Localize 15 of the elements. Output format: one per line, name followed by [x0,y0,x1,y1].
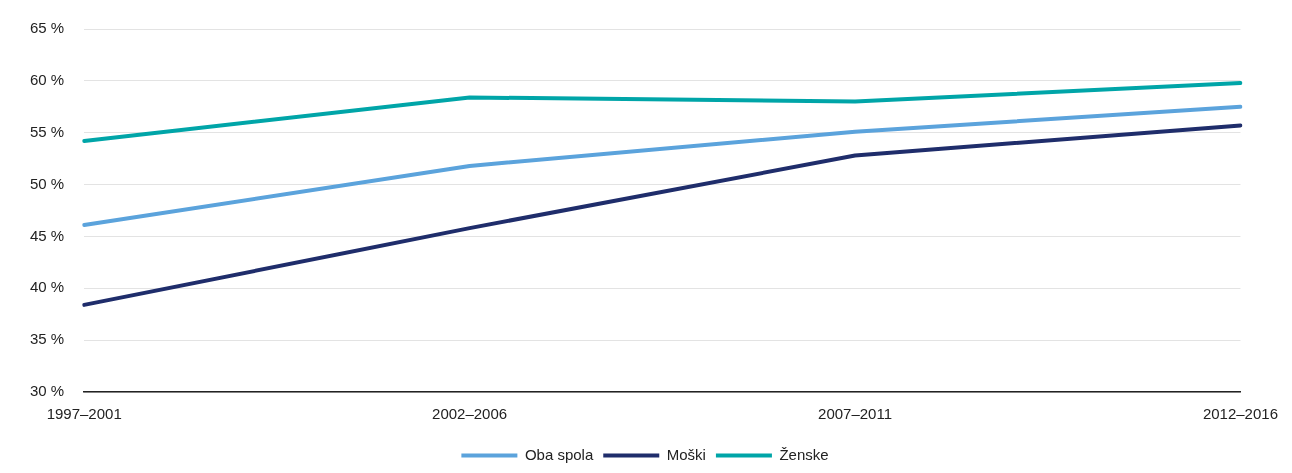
y-tick-label: 35 % [29,330,65,348]
legend-label: Oba spola [524,445,594,463]
legend-label: Moški [666,445,706,463]
legend-label: Ženske [779,445,829,463]
y-tick-label: 60 % [29,71,65,88]
y-tick-label: 30 % [29,382,65,400]
y-tick-label: 55 % [29,122,65,140]
y-tick-label: 50 % [29,174,65,192]
x-tick-label: 2007–2011 [818,405,893,423]
y-tick-label: 40 % [29,278,65,296]
x-tick-label: 2012–2016 [1202,405,1279,423]
y-tick-label: 45 % [29,226,65,244]
x-tick-label: 1997–2001 [46,405,122,423]
y-tick-label: 65 % [29,19,65,37]
x-tick-label: 2002–2006 [432,405,508,423]
